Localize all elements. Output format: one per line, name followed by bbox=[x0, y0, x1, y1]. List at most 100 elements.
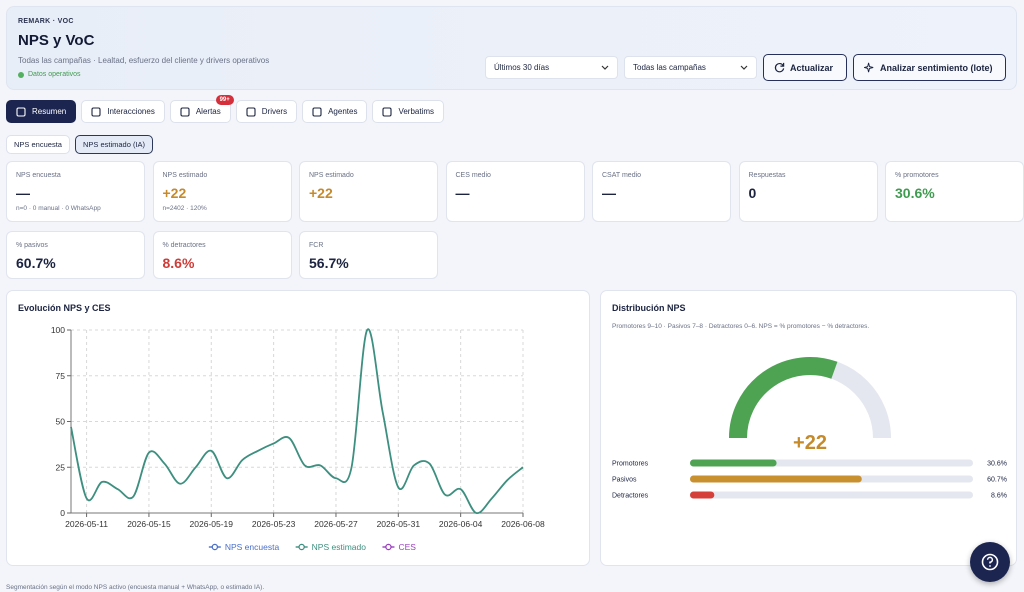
kpi-card: % detractores 8.6% bbox=[152, 231, 292, 279]
kpi-label: NPS estimado bbox=[162, 172, 208, 179]
tab-icon bbox=[180, 106, 190, 117]
tabs: Resumen Interacciones Alertas 99+ Drivers Age… bbox=[6, 95, 445, 123]
kpi-value: 56.7% bbox=[309, 255, 349, 271]
kpi-value: — bbox=[16, 185, 30, 201]
kpi-value: 8.6% bbox=[162, 255, 195, 271]
kpi-card: NPS encuesta — n=0 · 0 manual · 0 WhatsApp bbox=[6, 161, 145, 222]
kpi-card: NPS estimado +22 bbox=[299, 161, 438, 222]
tab[interactable]: Resumen bbox=[6, 100, 77, 123]
subtitle: Todas las campañas · Lealtad, esfuerzo d… bbox=[18, 56, 270, 65]
status: Datos operativos bbox=[18, 71, 81, 78]
kpi-value: 0 bbox=[748, 185, 757, 201]
tab-label: Interacciones bbox=[107, 107, 155, 116]
kpi-card: NPS estimado +22 n=2402 · 120% bbox=[152, 161, 292, 222]
bar-value: 8.6% bbox=[991, 493, 1007, 500]
icon-shape bbox=[16, 106, 26, 117]
kpi-label: FCR bbox=[309, 242, 324, 249]
kpi-label: % detractores bbox=[162, 242, 206, 249]
tab-label: Alertas bbox=[195, 107, 221, 116]
chart-title: Evolución NPS y CES bbox=[18, 303, 111, 313]
tab[interactable]: Verbatims bbox=[372, 100, 445, 123]
kpi-value: +22 bbox=[162, 185, 187, 201]
bar-label: Pasivos bbox=[612, 477, 637, 484]
icon-shape bbox=[246, 106, 256, 117]
series-line bbox=[70, 328, 524, 514]
period-select[interactable]: Últimos 30 días bbox=[485, 56, 618, 79]
eyebrow: REMARK · VOC bbox=[18, 18, 74, 25]
y-tick-label: 50 bbox=[56, 417, 66, 427]
x-tick-label: 2026-06-08 bbox=[501, 519, 545, 529]
x-tick-label: 2026-06-04 bbox=[439, 519, 483, 529]
header: REMARK · VOC NPS y VoC Todas las campaña… bbox=[6, 6, 1017, 90]
help-button[interactable] bbox=[970, 542, 1010, 582]
y-tick-label: 0 bbox=[60, 508, 65, 518]
gauge-value bbox=[729, 357, 838, 439]
icon-shape bbox=[382, 106, 393, 117]
mode-button[interactable]: NPS estimado (IA) bbox=[74, 135, 154, 154]
sparkle-icon bbox=[864, 62, 874, 73]
tab-label: Drivers bbox=[261, 107, 288, 116]
bar-track bbox=[690, 491, 973, 499]
kpi-label: % promotores bbox=[895, 172, 939, 179]
kpi-card: Respuestas 0 bbox=[738, 161, 878, 222]
kpi-card: CES medio — bbox=[445, 161, 585, 222]
status-text: Datos operativos bbox=[28, 71, 81, 78]
kpi-label: CES medio bbox=[455, 172, 491, 179]
tab-label: Agentes bbox=[328, 107, 358, 116]
refresh-button[interactable]: Actualizar bbox=[763, 54, 847, 81]
x-tick-label: 2026-05-19 bbox=[190, 519, 234, 529]
tab[interactable]: Interacciones bbox=[81, 100, 165, 123]
tab-label: Resumen bbox=[32, 107, 67, 116]
mode-button[interactable]: NPS encuesta bbox=[6, 135, 70, 154]
icon-shape bbox=[180, 106, 190, 117]
kpi-value: — bbox=[602, 185, 616, 201]
kpi-note: n=2402 · 120% bbox=[162, 205, 207, 212]
x-tick-label: 2026-05-31 bbox=[377, 519, 421, 529]
status-dot bbox=[18, 71, 24, 78]
chart-title: Distribución NPS bbox=[612, 303, 686, 313]
tab[interactable]: Agentes bbox=[302, 100, 368, 123]
legend-label: NPS estimado bbox=[312, 542, 367, 552]
legend-label: CES bbox=[398, 542, 416, 552]
kpi-card: CSAT medio — bbox=[592, 161, 731, 222]
bar bbox=[690, 459, 777, 467]
kpi-card: % promotores 30.6% bbox=[885, 161, 1024, 222]
tab-icon bbox=[91, 106, 101, 117]
bar bbox=[690, 475, 862, 483]
legend-label: NPS encuesta bbox=[225, 542, 280, 552]
kpi-card: % pasivos 60.7% bbox=[6, 231, 145, 279]
icon-shape bbox=[312, 106, 322, 117]
select-text: Últimos 30 días bbox=[494, 63, 550, 72]
chart-subtitle: Promotores 9–10 · Pasivos 7–8 · Detracto… bbox=[612, 323, 869, 330]
kpi-note: n=0 · 0 manual · 0 WhatsApp bbox=[16, 205, 101, 212]
tab[interactable]: Alertas 99+ bbox=[169, 95, 234, 123]
legend-marker bbox=[211, 543, 219, 551]
select-text: Todas las campañas bbox=[633, 63, 706, 72]
gauge-chart: Distribución NPS Promotores 9–10 · Pasivo… bbox=[612, 303, 1007, 500]
tab-icon bbox=[16, 106, 26, 117]
gauge-label: +22 bbox=[793, 432, 827, 454]
kpi-label: NPS encuesta bbox=[16, 172, 61, 179]
tab-icon bbox=[246, 106, 256, 117]
campaign-select[interactable]: Todas las campañas bbox=[624, 56, 757, 79]
trend-panel: Evolución NPS y CES 0 25 50 75 100 2026-05-11 2… bbox=[6, 290, 590, 566]
tab[interactable]: Drivers bbox=[235, 100, 298, 123]
x-tick-label: 2026-05-11 bbox=[65, 519, 108, 529]
bar-value: 60.7% bbox=[987, 477, 1007, 484]
kpi-label: NPS estimado bbox=[309, 172, 354, 179]
legend-marker bbox=[385, 543, 392, 551]
y-tick-label: 25 bbox=[56, 462, 66, 472]
footer-note: Segmentación según el modo NPS activo (e… bbox=[6, 584, 265, 591]
y-tick-label: 100 bbox=[51, 325, 65, 335]
kpi-card: FCR 56.7% bbox=[299, 231, 438, 279]
x-tick-label: 2026-05-23 bbox=[252, 519, 296, 529]
bar bbox=[690, 491, 715, 499]
tab-badge: 99+ bbox=[215, 95, 234, 105]
kpi-value: — bbox=[455, 185, 470, 201]
chevron bbox=[601, 65, 609, 70]
chevron bbox=[740, 65, 748, 70]
analyze-button[interactable]: Analizar sentimiento (lote) bbox=[853, 54, 1006, 81]
bar-label: Promotores bbox=[612, 461, 649, 468]
x-tick-label: 2026-05-27 bbox=[314, 519, 358, 529]
